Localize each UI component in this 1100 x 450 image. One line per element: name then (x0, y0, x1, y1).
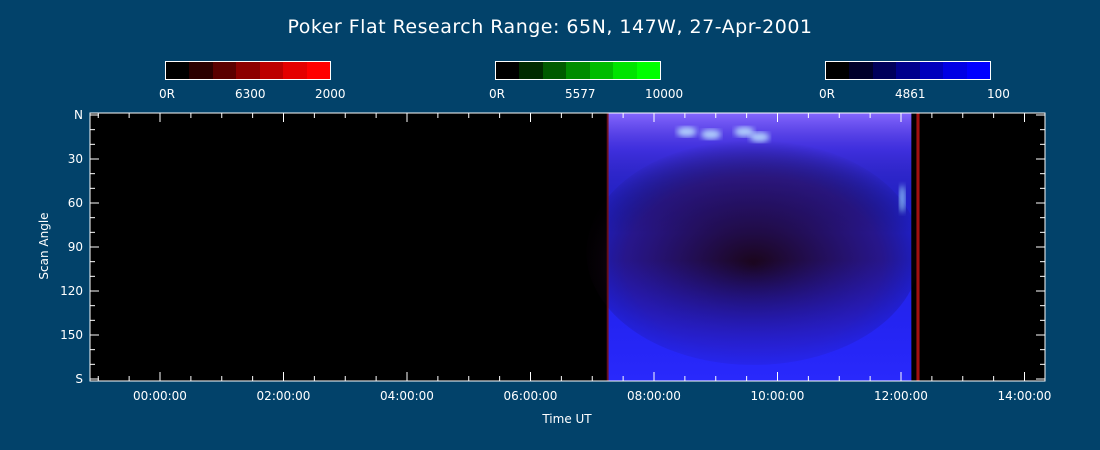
x-tick-label: 14:00:00 (998, 389, 1052, 403)
colorbar-4861-min-label: 0R (819, 87, 835, 101)
colorbar-4861-segment (896, 62, 920, 79)
colorbar-4861-segment (849, 62, 873, 79)
x-tick-label: 00:00:00 (133, 389, 187, 403)
colorbar-4861-max-label: 100 (987, 87, 1010, 101)
red-band (916, 113, 920, 381)
data-bottom-glow (607, 260, 912, 381)
x-tick-label: 08:00:00 (627, 389, 681, 403)
y-tick-label: S (75, 372, 83, 386)
y-axis-label: Scan Angle (37, 212, 51, 280)
image-data (586, 113, 921, 381)
y-tick-label: 60 (68, 196, 83, 210)
aurora-streak (899, 184, 906, 213)
colorbar-6300-max-label: 2000 (315, 87, 346, 101)
colorbar-6300-segment (306, 62, 330, 79)
colorbar-4861-segment (919, 62, 944, 79)
y-tick-label: 150 (60, 328, 83, 342)
x-tick-label: 06:00:00 (504, 389, 558, 403)
colorbar-4861-segment (872, 62, 897, 79)
colorbar-5577-scale (495, 61, 661, 80)
colorbar-6300-scale (165, 61, 331, 80)
colorbar-4861-scale (825, 61, 991, 80)
x-tick-label: 02:00:00 (257, 389, 311, 403)
y-tick-label: N (74, 108, 83, 122)
x-axis-label: Time UT (542, 412, 592, 426)
colorbar-5577-segment (542, 62, 567, 79)
colorbar-6300-segment (236, 62, 260, 79)
colorbar-4861-name-label: 4861 (895, 87, 926, 101)
x-tick-label: 12:00:00 (874, 389, 928, 403)
plot-frame (89, 112, 1046, 382)
colorbar-5577-segment (589, 62, 614, 79)
x-tick-label: 04:00:00 (380, 389, 434, 403)
colorbar-5577-segment (613, 62, 637, 79)
y-tick-label: 30 (68, 152, 83, 166)
colorbar-6300-min-label: 0R (159, 87, 175, 101)
colorbar-5577-segment (636, 62, 660, 79)
colorbar-6300-segment (283, 62, 307, 79)
y-tick-label: 120 (60, 284, 83, 298)
aurora-streak (734, 126, 755, 137)
colorbar-5577-max-label: 10000 (645, 87, 684, 101)
colorbar-5577-name-label: 5577 (565, 87, 596, 101)
colorbar-5577-segment (519, 62, 543, 79)
colorbar-4861-segment (826, 62, 850, 79)
data-edge-left (606, 113, 609, 381)
colorbar-4861-segment (943, 62, 967, 79)
colorbar-5577-min-label: 0R (489, 87, 505, 101)
colorbar-6300-name-label: 6300 (235, 87, 266, 101)
x-tick-label: 10:00:00 (751, 389, 805, 403)
colorbar-6300-segment (166, 62, 190, 79)
colorbar-6300-segment (259, 62, 284, 79)
colorbar-5577-segment (566, 62, 590, 79)
colorbar-6300-segment (189, 62, 213, 79)
aurora-streak (700, 129, 721, 140)
aurora-streak (749, 132, 770, 143)
colorbar-5577-segment (496, 62, 520, 79)
chart-title: Poker Flat Research Range: 65N, 147W, 27… (287, 16, 813, 38)
colorbar-4861-segment (966, 62, 990, 79)
aurora-streak (676, 126, 697, 137)
colorbar-6300-segment (212, 62, 237, 79)
y-tick-label: 90 (68, 240, 83, 254)
